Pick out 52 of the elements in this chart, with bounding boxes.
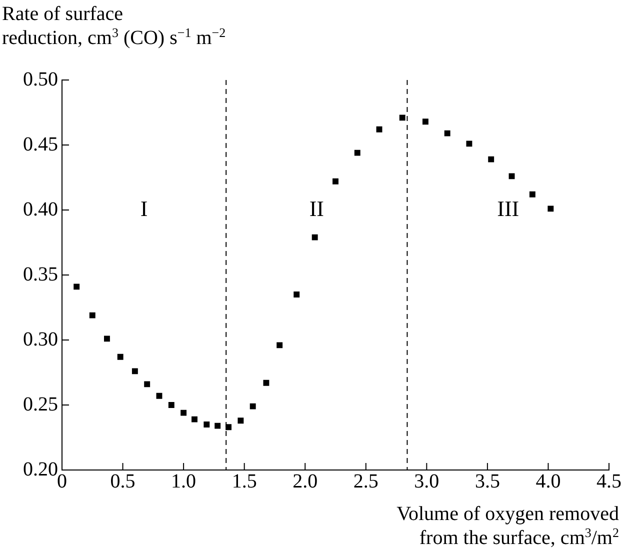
- point: [74, 284, 80, 290]
- y-tick-label: 0.45: [23, 133, 58, 156]
- point: [548, 206, 554, 212]
- x-axis-title: Volume of oxygen removed from the surface, cm$^{3}$/m$^{2}$: [396, 502, 619, 550]
- y-tick-label: 0.40: [23, 198, 58, 220]
- annotation: I: [140, 196, 148, 221]
- point: [250, 403, 256, 410]
- annotation: III: [497, 196, 520, 221]
- point: [226, 424, 232, 430]
- point: [529, 191, 536, 198]
- y-tick-label: 0.35: [23, 263, 58, 286]
- point: [180, 410, 187, 416]
- y-axis-title: Rate of surface reduction, cm$^{3}$ (CO) s$^{−1}$ m$^{−2}$: [2, 2, 226, 50]
- point: [214, 422, 221, 429]
- y-tick-label: 0.25: [23, 393, 58, 416]
- point: [444, 130, 450, 136]
- point: [104, 336, 110, 342]
- point: [508, 173, 515, 180]
- point: [144, 381, 150, 388]
- x-tick-label: 2.0: [292, 470, 318, 492]
- y-tick-label: 0.50: [23, 68, 58, 90]
- x-tick-label: 4.0: [536, 470, 561, 492]
- point: [399, 114, 406, 121]
- y-tick-label: 0.30: [23, 328, 58, 350]
- point: [156, 392, 162, 399]
- point: [89, 312, 96, 318]
- point: [276, 342, 283, 348]
- point: [132, 368, 138, 374]
- point: [168, 402, 174, 408]
- y-tick-label: 0.20: [23, 458, 58, 480]
- x-tick-label: 1.5: [232, 470, 257, 492]
- x-tick-label: 4.5: [596, 470, 622, 492]
- x-tick-label: 0.5: [110, 470, 136, 492]
- x-tick-label: 0: [57, 470, 67, 492]
- x-tick-label: 3.5: [474, 470, 500, 492]
- point: [294, 292, 300, 298]
- point: [422, 118, 428, 125]
- x-tick-label: 2.5: [353, 470, 378, 492]
- x-tick-label: 1.0: [171, 470, 196, 492]
- point: [238, 418, 244, 424]
- x-tick-label: 3.0: [414, 470, 440, 492]
- annotation: II: [309, 196, 324, 221]
- point: [376, 126, 382, 132]
- point: [117, 354, 124, 360]
- point: [312, 234, 318, 240]
- point: [488, 156, 494, 162]
- point: [332, 178, 338, 184]
- point: [466, 140, 472, 147]
- point: [354, 150, 360, 156]
- point: [204, 422, 210, 428]
- point: [263, 380, 270, 386]
- point: [192, 416, 198, 422]
